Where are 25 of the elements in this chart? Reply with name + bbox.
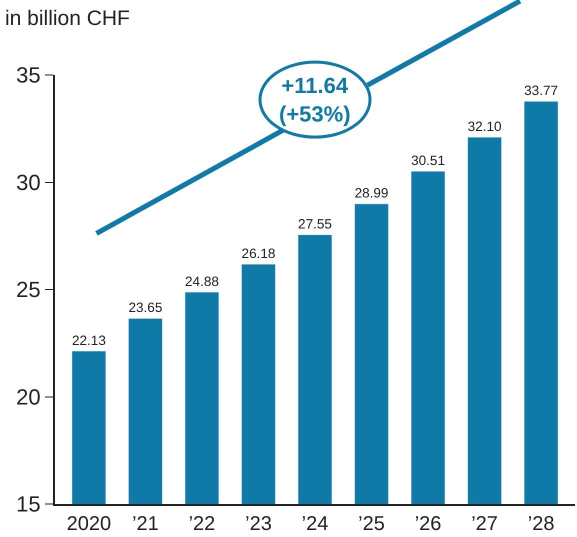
x-tick-label: 2020 — [66, 513, 112, 535]
annotation: +11.64 (+53%) — [279, 73, 351, 127]
y-tick-label: 20 — [16, 384, 41, 410]
y-axis-title: in billion CHF — [5, 7, 130, 30]
x-tick-label: ’22 — [188, 513, 216, 535]
data-label: 33.77 — [524, 83, 558, 98]
y-tick-label: 15 — [16, 492, 41, 517]
x-tick-label: ’24 — [302, 513, 328, 535]
data-label: 30.51 — [411, 153, 445, 168]
y-tick-label: 25 — [16, 277, 41, 302]
data-label: 22.13 — [72, 332, 106, 348]
x-tick-label: ’25 — [358, 513, 385, 535]
x-tick-label: ’28 — [528, 513, 554, 535]
data-label: 23.65 — [128, 300, 162, 316]
x-tick-label: ’27 — [471, 513, 498, 535]
x-tick-label: ’23 — [245, 513, 272, 535]
x-tick-label: ’26 — [414, 513, 442, 535]
data-label: 28.99 — [354, 186, 388, 201]
data-label: 27.55 — [298, 216, 332, 232]
data-label: 32.10 — [468, 118, 502, 134]
x-tick-label: ’21 — [132, 513, 159, 535]
data-label: 26.18 — [242, 246, 276, 261]
y-tick-label: 35 — [16, 62, 41, 88]
data-label: 24.88 — [185, 274, 219, 289]
y-tick-label: 30 — [16, 170, 41, 195]
